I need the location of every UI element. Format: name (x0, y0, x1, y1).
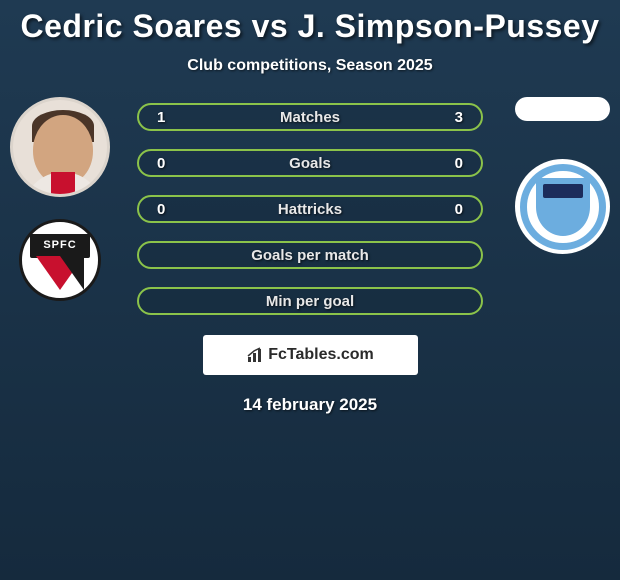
stat-right-value: 0 (447, 201, 463, 218)
stat-left-value: 0 (157, 155, 173, 172)
stat-row-hattricks: 0 Hattricks 0 (137, 195, 483, 223)
page-title: Cedric Soares vs J. Simpson-Pussey (0, 8, 620, 45)
stat-row-goals: 0 Goals 0 (137, 149, 483, 177)
attribution-text: FcTables.com (268, 346, 374, 364)
player-left-avatar (10, 97, 110, 197)
stat-rows: 1 Matches 3 0 Goals 0 0 Hattricks 0 Goal… (137, 103, 483, 315)
chart-icon (246, 346, 264, 364)
stat-row-matches: 1 Matches 3 (137, 103, 483, 131)
stat-label: Goals per match (173, 247, 447, 264)
page-subtitle: Club competitions, Season 2025 (0, 57, 620, 75)
stat-label: Goals (173, 155, 447, 172)
player-right-avatar (515, 97, 610, 121)
left-player-column (10, 97, 110, 301)
comparison-content: 1 Matches 3 0 Goals 0 0 Hattricks 0 Goal… (0, 103, 620, 415)
stat-label: Hattricks (173, 201, 447, 218)
stat-right-value: 0 (447, 155, 463, 172)
stat-left-value: 0 (157, 201, 173, 218)
stat-row-goals-per-match: Goals per match (137, 241, 483, 269)
date-label: 14 february 2025 (0, 395, 620, 415)
player-left-club-badge (19, 219, 101, 301)
stat-left-value: 1 (157, 109, 173, 126)
stat-label: Matches (173, 109, 447, 126)
stat-right-value: 3 (447, 109, 463, 126)
right-player-column (515, 97, 610, 254)
attribution-badge: FcTables.com (203, 335, 418, 375)
stat-row-min-per-goal: Min per goal (137, 287, 483, 315)
header: Cedric Soares vs J. Simpson-Pussey Club … (0, 0, 620, 75)
stat-label: Min per goal (173, 293, 447, 310)
player-right-club-badge (515, 159, 610, 254)
